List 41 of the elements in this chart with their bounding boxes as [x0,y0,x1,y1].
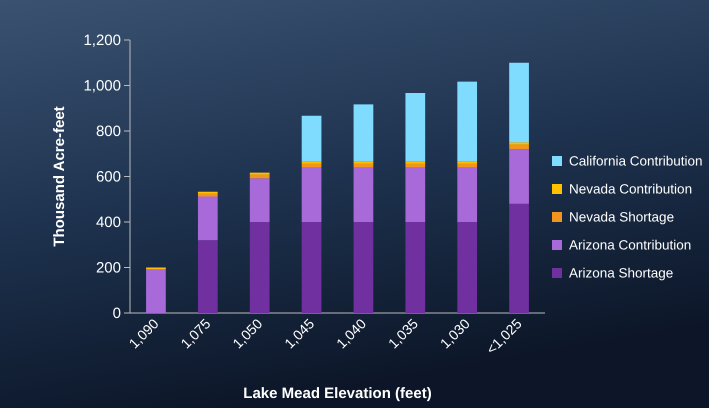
bar [405,164,426,168]
bar [302,164,322,168]
bar [509,144,529,150]
legend-label: Arizona Shortage [569,266,674,281]
y-tick-label: 0 [112,304,121,322]
bar [457,164,478,168]
bar [509,149,529,204]
bar [302,222,322,313]
y-tick-label: 400 [96,214,121,231]
legend-label: California Contribution [569,154,703,169]
legend-label: Arizona Contribution [569,238,692,253]
x-axis-title: Lake Mead Elevation (feet) [243,385,432,402]
legend-label: Nevada Contribution [569,182,692,197]
bar [146,269,166,313]
bar [302,167,322,222]
bar [457,222,478,313]
y-tick-label: 1,200 [83,32,121,49]
bar [354,222,374,313]
bar [354,167,374,222]
bar [509,62,529,142]
bar [354,104,374,162]
bar [405,222,426,313]
bar [457,82,478,162]
bar [509,204,529,313]
y-tick-label: 800 [96,122,121,140]
y-tick-label: 600 [96,168,121,186]
bar [405,167,426,222]
bar [405,93,426,162]
bar [354,164,374,168]
bar [198,196,218,240]
bar [198,240,218,313]
bar [198,194,218,197]
y-axis-title: Thousand Acre-feet [51,106,68,247]
bar [250,178,270,222]
legend-label: Nevada Shortage [569,210,674,225]
y-tick-label: 1,000 [83,77,121,94]
bar [250,174,270,178]
y-tick-label: 200 [96,259,121,276]
bar [302,116,322,162]
bar [457,167,478,222]
bar [250,222,270,313]
